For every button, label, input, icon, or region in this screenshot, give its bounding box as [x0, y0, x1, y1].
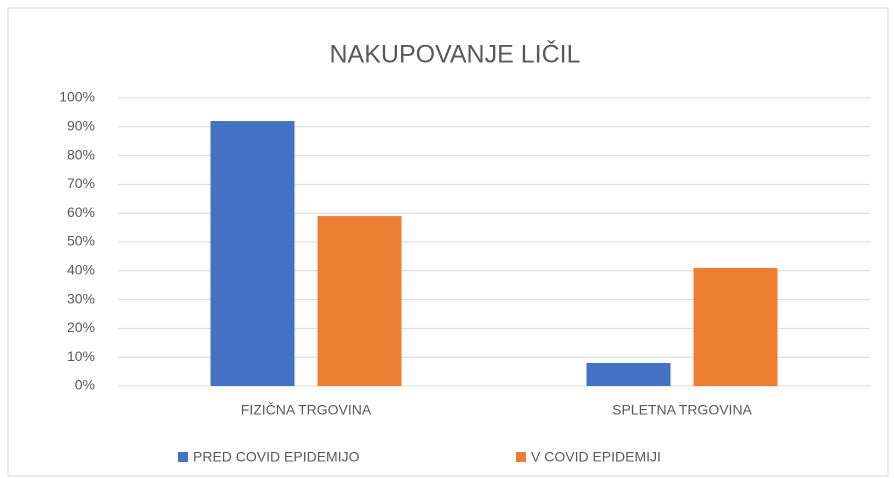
bar — [317, 216, 402, 386]
legend-label: V COVID EPIDEMIJI — [531, 449, 661, 465]
y-tick-label: 70% — [67, 175, 95, 191]
x-tick-label: FIZIČNA TRGOVINA — [241, 402, 372, 418]
y-tick-label: 20% — [67, 319, 95, 335]
chart-title: NAKUPOVANJE LIČIL — [329, 40, 580, 69]
y-tick-label: 90% — [67, 118, 95, 134]
legend-label: PRED COVID EPIDEMIJO — [193, 449, 360, 465]
legend-swatch — [516, 452, 526, 462]
y-tick-label: 0% — [75, 377, 95, 393]
bar — [693, 267, 778, 386]
y-tick-label: 10% — [67, 348, 95, 364]
y-tick-label: 30% — [67, 290, 95, 306]
y-tick-label: 100% — [59, 89, 95, 105]
legend-swatch — [178, 452, 188, 462]
y-tick-label: 40% — [67, 262, 95, 278]
y-tick-label: 80% — [67, 146, 95, 162]
y-tick-label: 60% — [67, 204, 95, 220]
y-tick-label: 50% — [67, 233, 95, 249]
bar — [586, 362, 671, 386]
x-tick-label: SPLETNA TRGOVINA — [612, 402, 752, 418]
bar — [210, 121, 295, 386]
